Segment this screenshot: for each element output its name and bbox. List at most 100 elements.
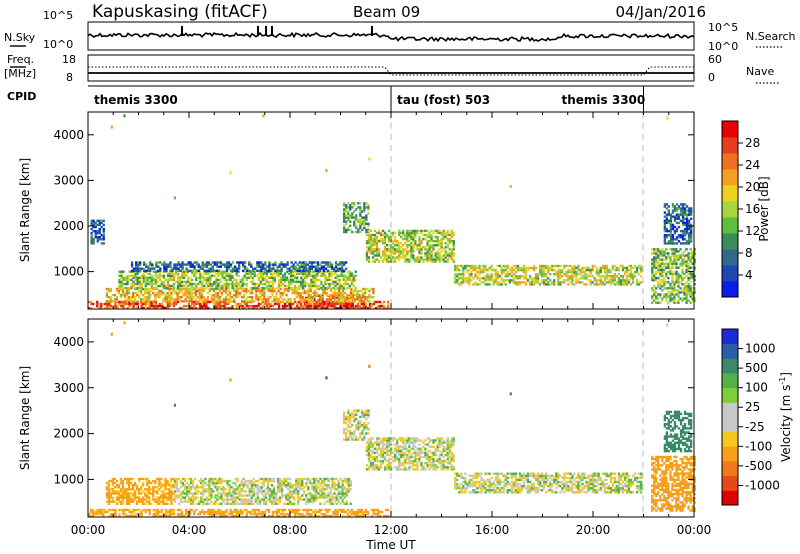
power-pixel bbox=[370, 296, 373, 299]
power-pixel bbox=[251, 280, 254, 284]
power-pixel bbox=[212, 300, 215, 303]
power-pixel bbox=[316, 265, 320, 268]
power-pixel bbox=[601, 281, 604, 284]
power-pixel bbox=[456, 281, 459, 284]
velocity-pixel bbox=[258, 488, 261, 491]
power-pixel bbox=[367, 260, 371, 263]
power-pixel bbox=[308, 274, 311, 277]
power-pixel bbox=[428, 244, 431, 247]
power-pixel bbox=[207, 267, 210, 270]
power-pixel bbox=[229, 306, 232, 310]
velocity-pixel bbox=[126, 508, 129, 512]
power-pixel bbox=[440, 244, 443, 247]
power-pixel bbox=[486, 277, 489, 280]
power-pixel bbox=[426, 252, 429, 255]
power-pixel bbox=[96, 223, 99, 227]
velocity-pixel bbox=[110, 512, 113, 516]
power-pixel bbox=[347, 216, 350, 219]
power-pixel bbox=[126, 278, 129, 282]
velocity-pixel bbox=[347, 488, 350, 491]
velocity-pixel bbox=[110, 514, 113, 518]
velocity-pixel bbox=[255, 514, 258, 518]
power-pixel bbox=[170, 302, 174, 306]
velocity-pixel bbox=[186, 486, 189, 489]
power-pixel bbox=[351, 206, 354, 209]
power-pixel bbox=[132, 280, 135, 284]
power-pixel bbox=[145, 265, 148, 268]
velocity-pixel bbox=[208, 484, 211, 487]
power-pixel bbox=[240, 261, 243, 264]
velocity-pixel bbox=[216, 479, 219, 483]
velocity-pixel bbox=[243, 508, 246, 512]
power-pixel bbox=[94, 229, 97, 233]
power-pixel bbox=[310, 267, 313, 270]
power-pixel bbox=[671, 262, 674, 265]
power-pixel bbox=[334, 265, 338, 268]
power-pixel bbox=[319, 302, 322, 306]
power-pixel bbox=[180, 306, 184, 310]
power-pixel bbox=[142, 302, 145, 306]
power-pixel bbox=[673, 238, 677, 241]
power-pixel bbox=[211, 284, 214, 288]
power-pixel bbox=[635, 281, 639, 284]
velocity-pixel bbox=[262, 500, 265, 503]
power-pixel bbox=[559, 268, 562, 272]
power-pixel bbox=[450, 256, 453, 259]
velocity-pixel bbox=[287, 492, 290, 495]
power-pixel bbox=[675, 289, 678, 292]
power-pixel bbox=[669, 221, 673, 225]
power-pixel bbox=[410, 250, 413, 253]
velocity-pixel bbox=[248, 488, 251, 491]
power-pixel bbox=[532, 279, 536, 282]
power-pixel bbox=[687, 209, 691, 212]
power-pixel bbox=[613, 268, 616, 272]
power-pixel bbox=[368, 302, 372, 306]
power-pixel bbox=[200, 296, 203, 299]
power-pixel bbox=[185, 282, 188, 286]
velocity-pixel bbox=[256, 488, 259, 491]
power-pixel bbox=[543, 266, 546, 270]
power-pixel bbox=[154, 270, 157, 273]
power-pixel bbox=[631, 279, 635, 282]
power-pixel bbox=[290, 286, 293, 290]
velocity-pixel bbox=[264, 492, 268, 495]
power-pixel bbox=[436, 237, 439, 241]
power-pixel bbox=[367, 224, 370, 227]
power-pixel bbox=[673, 281, 676, 284]
power-pixel bbox=[683, 231, 687, 235]
power-pixel bbox=[168, 287, 171, 291]
power-pixel bbox=[532, 281, 536, 284]
power-pixel bbox=[150, 289, 153, 293]
velocity-pixel bbox=[384, 508, 388, 512]
power-pixel bbox=[655, 254, 658, 257]
velocity-pixel bbox=[253, 512, 256, 516]
power-pixel bbox=[226, 289, 230, 293]
velocity-pixel bbox=[297, 494, 300, 497]
velocity-pixel bbox=[364, 508, 367, 512]
power-pixel bbox=[424, 233, 427, 237]
velocity-pixel bbox=[168, 508, 172, 512]
velocity-pixel bbox=[307, 498, 310, 501]
power-pixel bbox=[140, 300, 143, 303]
velocity-pixel bbox=[291, 502, 294, 505]
velocity-pixel bbox=[344, 510, 347, 514]
power-pixel bbox=[139, 261, 142, 264]
power-pixel bbox=[140, 282, 143, 286]
velocity-pixel bbox=[298, 512, 301, 516]
power-pixel bbox=[452, 242, 455, 245]
power-pixel bbox=[203, 302, 206, 306]
velocity-pixel bbox=[173, 481, 177, 485]
power-pixel bbox=[394, 231, 397, 235]
power-pixel bbox=[338, 291, 341, 295]
power-pixel bbox=[651, 270, 654, 274]
power-pixel bbox=[571, 270, 574, 274]
power-pixel bbox=[144, 298, 147, 301]
power-pixel bbox=[685, 205, 689, 208]
power-pixel bbox=[402, 254, 405, 257]
power-pixel bbox=[518, 277, 522, 280]
power-pixel bbox=[213, 302, 216, 306]
power-pixel bbox=[197, 300, 200, 304]
power-pixel bbox=[207, 269, 210, 272]
power-pixel bbox=[615, 266, 618, 270]
velocity-pixel bbox=[280, 492, 284, 495]
